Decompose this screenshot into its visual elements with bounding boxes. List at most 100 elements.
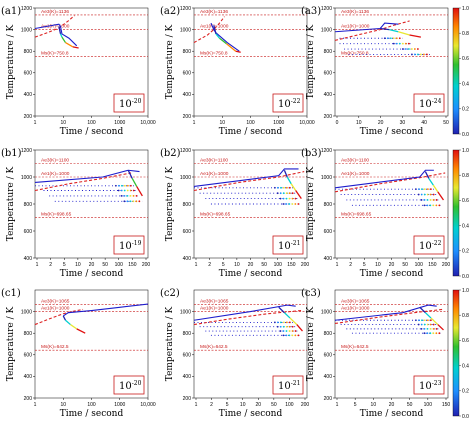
level-box <box>113 93 145 113</box>
transform-marker <box>432 332 435 335</box>
level-exponent: -22 <box>432 240 442 247</box>
transform-marker <box>423 319 426 322</box>
x-tick-label: 10,000 <box>299 120 315 126</box>
transform-marker <box>435 199 438 201</box>
transform-marker <box>288 192 291 195</box>
y-tick-label: 800 <box>183 202 192 208</box>
colorbar-2: 0.0 0.2 0.4 0.6 0.8 1.0 <box>452 148 469 280</box>
transform-marker <box>429 199 432 201</box>
x-tick-label: 100 <box>87 402 96 408</box>
transform-marker <box>407 42 410 45</box>
x-tick-label: 100 <box>415 262 424 268</box>
colorbar-gradient <box>452 289 460 417</box>
fraction-segment <box>235 50 241 53</box>
fraction-segment <box>283 169 288 178</box>
transform-marker <box>291 197 294 200</box>
y-tick-label: 400 <box>324 374 333 380</box>
transform-marker <box>404 42 407 45</box>
fraction-segment <box>58 26 62 35</box>
ae1-label: Ae1(K)=1000 <box>41 171 70 177</box>
transform-marker <box>426 332 429 335</box>
y-tick-label: 600 <box>183 71 192 77</box>
x-axis-title: Time / second <box>360 269 424 279</box>
level-exponent: -20 <box>132 380 142 387</box>
transform-marker <box>414 188 417 191</box>
kinetic-curve <box>34 172 132 192</box>
transform-marker <box>417 193 420 196</box>
x-tick-label: 1000 <box>114 402 125 408</box>
x-tick-label: 1 <box>336 402 339 408</box>
x-tick-label: 10 <box>60 120 66 126</box>
transform-marker <box>279 197 282 200</box>
x-tick-label: 20 <box>89 262 95 268</box>
transform-marker <box>123 189 126 192</box>
transform-marker <box>411 53 413 56</box>
level-box <box>413 235 445 255</box>
colorbar-tick-label: 0.4 <box>462 363 469 369</box>
y-tick-label: 1000 <box>21 175 32 181</box>
colorbar-tick-label: 1.0 <box>462 148 469 154</box>
colorbar-1: 0.0 0.2 0.4 0.6 0.8 1.0 <box>452 6 469 138</box>
x-tick-label: 1000 <box>114 120 125 126</box>
ae3-label: Ae3(K)=1065 <box>200 299 229 305</box>
fraction-segment <box>398 31 410 36</box>
y-tick-label: 400 <box>183 92 192 98</box>
transform-marker <box>423 332 426 335</box>
level-exponent: -21 <box>291 380 301 387</box>
y-tick-label: 600 <box>324 71 333 77</box>
colorbar-tick-label: 0.2 <box>462 249 469 255</box>
x-axis-title: Time / second <box>360 127 424 137</box>
x-tick-label: 10 <box>356 120 362 126</box>
ae3-label: Ae3(K)=1100 <box>200 158 228 164</box>
transform-marker <box>129 195 132 197</box>
fraction-segment <box>424 171 430 179</box>
transform-marker <box>429 323 432 326</box>
transform-marker <box>279 192 282 195</box>
transform-marker <box>432 323 435 326</box>
fraction-segment <box>70 324 78 330</box>
transform-marker <box>423 193 426 196</box>
x-tick-label: 150 <box>428 262 437 268</box>
x-tick-label: 2 <box>208 262 211 268</box>
transform-marker <box>426 188 429 191</box>
transform-marker <box>279 186 282 189</box>
panel-b1: (b1) Temperature / K Time / second 400 600 80… <box>1 148 150 279</box>
fraction-segment <box>419 306 426 314</box>
transform-marker <box>282 192 285 195</box>
level-value: 10-19 <box>119 240 142 252</box>
x-tick-label: 1 <box>195 262 198 268</box>
y-tick-label: 400 <box>24 374 33 380</box>
transform-marker <box>288 186 291 189</box>
panel-label: (c3) <box>301 288 321 299</box>
transform-marker <box>126 189 129 192</box>
transform-marker <box>432 327 435 330</box>
fraction-segment <box>72 46 79 49</box>
transform-marker <box>114 184 117 187</box>
y-axis-title: Temperature / K <box>6 25 16 100</box>
transform-marker <box>423 327 426 330</box>
transform-marker <box>279 330 282 332</box>
x-tick-label: 5 <box>222 262 225 268</box>
y-tick-label: 1000 <box>321 309 332 315</box>
x-tick-label: 100 <box>424 402 433 408</box>
transform-marker <box>423 323 426 326</box>
colorbar-tick-label: 0.2 <box>462 389 469 395</box>
transform-marker <box>282 321 285 324</box>
transform-marker <box>426 204 429 207</box>
transform-marker <box>288 334 291 337</box>
x-tick-label: 10 <box>75 262 81 268</box>
transform-marker <box>276 325 279 328</box>
x-tick-label: 1 <box>36 262 39 268</box>
transform-marker <box>389 37 392 40</box>
transform-marker <box>423 188 426 191</box>
y-axis-title: Temperature / K <box>306 25 316 100</box>
transform-marker <box>432 199 435 201</box>
y-tick-label: 600 <box>324 353 333 359</box>
cooling-path <box>334 304 437 321</box>
fraction-segment <box>65 41 74 48</box>
transform-marker <box>413 48 416 50</box>
transform-marker <box>429 327 432 330</box>
level-exponent: -23 <box>432 380 442 387</box>
kinetic-curve <box>193 171 305 192</box>
transform-marker <box>423 199 426 201</box>
